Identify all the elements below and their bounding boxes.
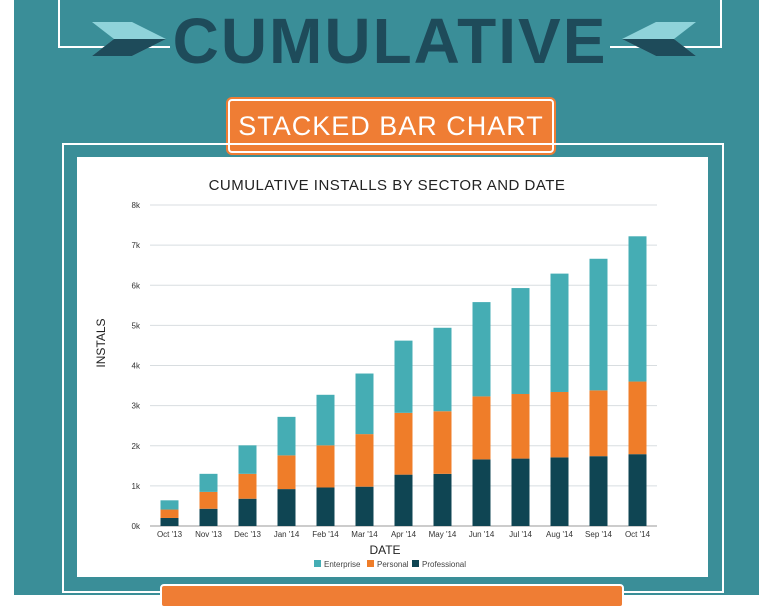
bars	[160, 236, 647, 526]
bar-segment-personal	[433, 411, 452, 474]
bar-segment-personal	[160, 509, 179, 518]
y-axis-label: INSTALS	[94, 318, 108, 367]
bar-segment-personal	[394, 412, 413, 475]
x-axis-ticks: Oct '13 Nov '13 Dec '13 Jan '14 Feb '14 Mar '…	[157, 530, 651, 539]
bar-segment-personal	[355, 434, 374, 487]
x-tick-label: Nov '13	[195, 530, 222, 539]
subtitle-text: STACKED BAR CHART	[238, 110, 544, 141]
y-tick-label: 4k	[132, 362, 141, 371]
bar-segment-professional	[433, 473, 452, 526]
left-arrow-icon	[92, 22, 166, 56]
y-tick-label: 3k	[132, 402, 141, 411]
bar-segment-enterprise	[511, 288, 530, 394]
y-tick-label: 8k	[132, 201, 141, 210]
x-tick-label: May '14	[429, 530, 457, 539]
x-tick-label: Sep '14	[585, 530, 612, 539]
bar-segment-professional	[238, 498, 257, 526]
bar-segment-enterprise	[550, 273, 569, 392]
bar-segment-professional	[472, 459, 491, 526]
legend-label-personal: Personal	[377, 560, 409, 569]
y-axis-ticks: 0k 1k 2k 3k 4k 5k 6k 7k 8k	[132, 201, 141, 531]
right-arrow-icon	[622, 22, 696, 56]
x-tick-label: Aug '14	[546, 530, 573, 539]
bar-segment-personal	[238, 473, 257, 499]
bottom-banner	[160, 584, 624, 608]
bar-segment-personal	[589, 390, 608, 457]
bar-segment-enterprise	[472, 302, 491, 397]
y-tick-label: 5k	[132, 321, 141, 330]
x-axis-label: DATE	[369, 543, 400, 557]
bar-segment-professional	[277, 489, 296, 526]
bar-segment-professional	[550, 457, 569, 526]
x-tick-label: Jul '14	[509, 530, 532, 539]
bar-segment-enterprise	[160, 500, 179, 510]
y-tick-label: 2k	[132, 442, 141, 451]
bar-segment-professional	[511, 458, 530, 526]
bar-segment-enterprise	[316, 394, 335, 446]
bar-segment-professional	[355, 486, 374, 526]
bar-segment-personal	[199, 491, 218, 509]
bar-segment-personal	[628, 381, 647, 455]
bar-segment-enterprise	[238, 445, 257, 474]
bar-segment-professional	[160, 517, 179, 526]
bar-segment-enterprise	[394, 340, 413, 413]
bar-segment-professional	[628, 454, 647, 526]
title-backdrop	[170, 8, 610, 74]
legend-swatch-professional	[412, 560, 419, 567]
bar-segment-personal	[550, 391, 569, 458]
bar-segment-professional	[394, 474, 413, 526]
legend-label-enterprise: Enterprise	[324, 560, 361, 569]
bar-segment-professional	[199, 508, 218, 526]
y-tick-label: 0k	[132, 522, 141, 531]
legend-swatch-personal	[367, 560, 374, 567]
legend: Enterprise Personal Professional	[314, 560, 466, 569]
x-tick-label: Apr '14	[391, 530, 417, 539]
x-tick-label: Oct '13	[157, 530, 183, 539]
bar-segment-enterprise	[355, 373, 374, 435]
bar-segment-enterprise	[433, 327, 452, 412]
x-tick-label: Mar '14	[351, 530, 378, 539]
bar-segment-personal	[316, 445, 335, 488]
bar-segment-professional	[316, 487, 335, 526]
stacked-bar-chart: CUMULATIVE INSTALLS BY SECTOR AND DATE 0…	[94, 177, 657, 569]
x-tick-label: Feb '14	[312, 530, 339, 539]
bar-segment-enterprise	[199, 473, 218, 492]
chart-title: CUMULATIVE INSTALLS BY SECTOR AND DATE	[209, 177, 566, 194]
page-title: CUMULATIVE	[172, 5, 608, 77]
x-tick-label: Jun '14	[469, 530, 495, 539]
bar-segment-personal	[277, 455, 296, 490]
x-tick-label: Dec '13	[234, 530, 261, 539]
x-tick-label: Oct '14	[625, 530, 651, 539]
x-tick-label: Jan '14	[274, 530, 300, 539]
bar-segment-enterprise	[277, 416, 296, 456]
y-tick-label: 1k	[132, 482, 141, 491]
bar-segment-personal	[511, 393, 530, 459]
y-tick-label: 6k	[132, 281, 141, 290]
legend-label-professional: Professional	[422, 560, 466, 569]
bar-segment-enterprise	[628, 236, 647, 382]
legend-swatch-enterprise	[314, 560, 321, 567]
bar-segment-professional	[589, 456, 608, 526]
bar-segment-enterprise	[589, 258, 608, 391]
bar-segment-personal	[472, 396, 491, 460]
y-tick-label: 7k	[132, 241, 141, 250]
